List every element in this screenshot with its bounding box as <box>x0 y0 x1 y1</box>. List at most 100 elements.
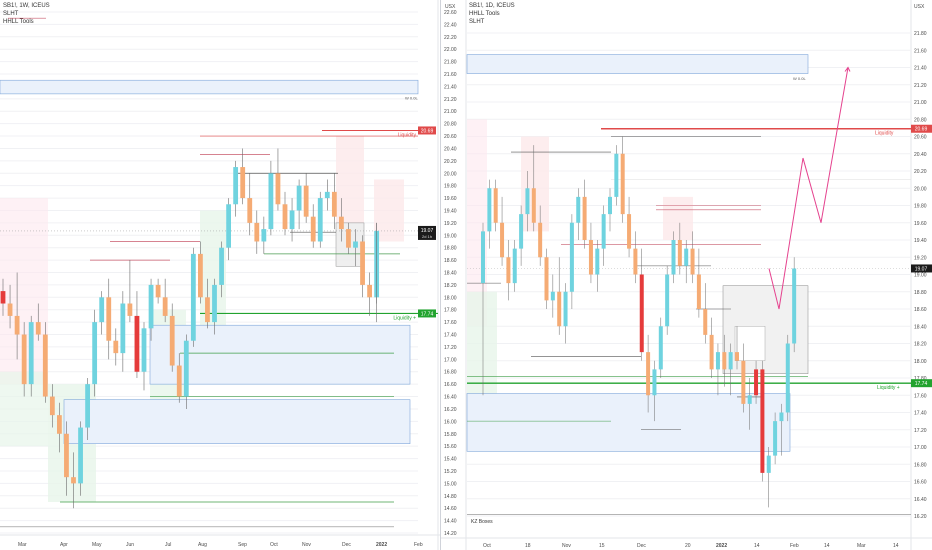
candle-body <box>92 322 98 385</box>
x-tick-label: Aug <box>198 542 207 548</box>
candle-body <box>205 297 210 323</box>
liquidity-high-label: Liquidity <box>398 132 417 138</box>
daily-indicator-slht[interactable]: SLHT <box>469 19 485 25</box>
y-tick-label: 21.60 <box>914 48 927 54</box>
candle-body <box>106 297 112 341</box>
candle-body <box>690 248 695 275</box>
candle-body <box>563 291 568 327</box>
y-tick-label-left: 19.80 <box>444 184 457 190</box>
y-tick-label: 20.40 <box>914 152 927 158</box>
candle-body <box>506 257 511 284</box>
x-tick-label: 2022 <box>716 543 727 549</box>
y-tick-label: 18.60 <box>914 307 927 313</box>
last-price-value: 19.07 <box>421 228 434 234</box>
candle-body <box>722 352 727 370</box>
x-tick-label: 15 <box>599 543 605 549</box>
y-tick-label-left: 21.40 <box>444 84 457 90</box>
y-tick-label: 19.80 <box>914 204 927 210</box>
candle-body <box>85 384 90 428</box>
y-tick-label: 17.60 <box>914 393 927 399</box>
candle-body <box>500 222 505 258</box>
candle-body <box>620 153 625 215</box>
candle-body <box>155 284 161 298</box>
y-tick-label-left: 17.80 <box>444 308 457 314</box>
y-tick-label-left: 19.60 <box>444 196 457 202</box>
candle-body <box>331 191 337 217</box>
liquidity-high-value: 20.69 <box>421 128 434 134</box>
weekly-indicator-slht[interactable]: SLHT <box>3 11 19 17</box>
x-tick-label: 14 <box>893 543 899 549</box>
candle-body <box>576 196 581 223</box>
daily-chart-panel[interactable]: USX USX 22.60 22.40 22.20 22.00 21.80 21.60 21.4… <box>441 0 932 550</box>
y-tick-label: 19.60 <box>914 221 927 227</box>
candle-body <box>709 334 714 370</box>
order-block-zone <box>149 324 411 385</box>
y-tick-label: 18.00 <box>914 359 927 365</box>
candle-body <box>493 188 498 223</box>
inner-box <box>734 326 766 361</box>
candle-body <box>190 253 196 341</box>
liquidity-high-label: Liquidity <box>875 131 894 137</box>
kz-boxes-label: KZ Boxes <box>471 519 493 525</box>
candle-body <box>633 248 638 275</box>
candle-body <box>282 204 288 230</box>
x-tick-label: Feb <box>790 543 799 549</box>
y-tick-label: 16.40 <box>914 497 927 503</box>
order-block-zone <box>466 393 791 452</box>
y-tick-label: 20.80 <box>914 117 927 123</box>
candle-body <box>481 231 485 284</box>
candle-body <box>42 334 48 397</box>
candle-body <box>538 222 543 258</box>
panel-divider[interactable] <box>440 0 441 550</box>
candle-body <box>353 241 358 248</box>
y-tick-label-left: 21.20 <box>444 97 457 103</box>
y-tick-label-left: 20.80 <box>444 122 457 128</box>
candle-body <box>148 284 154 329</box>
projection-arrowhead <box>844 66 851 72</box>
y-tick-label-left: 14.40 <box>444 519 457 525</box>
y-tick-label-left: 14.80 <box>444 494 457 500</box>
candle-body <box>715 352 720 370</box>
y-tick-label: 17.20 <box>914 428 927 434</box>
candle-body <box>779 412 784 422</box>
liquidity-high-tag <box>418 126 436 135</box>
candle-body <box>21 334 27 385</box>
candle-body <box>240 167 246 199</box>
daily-chart-canvas[interactable]: USX USX22.6022.4022.2022.0021.8021.6021.4… <box>441 0 932 550</box>
y-tick-label: 21.80 <box>914 31 927 37</box>
order-block-zone <box>63 399 411 444</box>
candle-body <box>49 396 55 416</box>
weekly-symbol-title: SB1!, 1W, ICEUS <box>3 3 50 9</box>
candle-body <box>512 248 517 284</box>
y-tick-label-left: 21.60 <box>444 72 457 78</box>
candle-body <box>289 210 295 230</box>
liquidity-high-tag <box>911 124 932 133</box>
y-tick-label: 17.80 <box>914 376 927 382</box>
y-tick-label: 17.40 <box>914 411 927 417</box>
y-tick-label-left: 18.20 <box>444 283 457 289</box>
x-tick-label: Oct <box>483 543 491 549</box>
y-tick-label-left: 22.40 <box>444 22 457 28</box>
candle-body <box>99 297 105 323</box>
candle-body <box>176 365 182 397</box>
y-tick-label-left: 22.20 <box>444 35 457 41</box>
daily-indicator-hhll[interactable]: HHLL Tools <box>469 11 500 17</box>
candle-body <box>57 415 62 434</box>
candle-body <box>487 188 492 232</box>
candle-body <box>728 352 733 370</box>
x-tick-label: Dec <box>637 543 646 549</box>
weekly-indicator-hhll[interactable]: HHLL Tools <box>3 19 34 25</box>
candle-body <box>346 229 351 248</box>
candle-body <box>550 291 555 301</box>
y-tick-label-left: 19.00 <box>444 233 457 239</box>
liquidity-high-value: 20.69 <box>915 127 928 133</box>
y-tick-label: 16.20 <box>914 514 927 520</box>
liquidity-low-tag <box>911 379 932 388</box>
x-tick-label: Sep <box>238 542 247 548</box>
x-tick-label: Dec <box>342 542 351 548</box>
y-tick-label: 17.00 <box>914 445 927 451</box>
x-tick-label: Feb <box>414 542 423 548</box>
x-tick-label: 20 <box>685 543 691 549</box>
